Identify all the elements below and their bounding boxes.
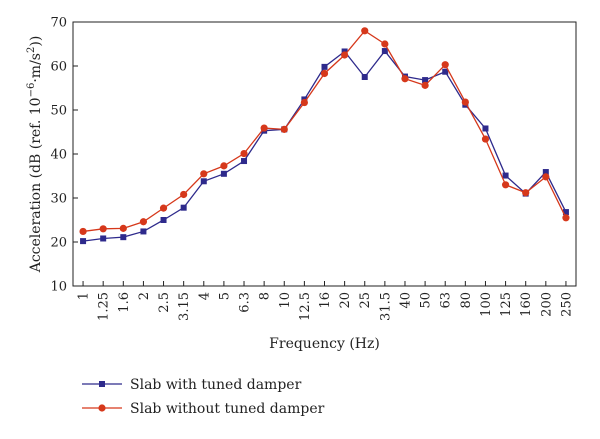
data-point — [79, 227, 87, 236]
y-axis-title-exponent: −6 — [26, 83, 37, 98]
x-tick-label: 125 — [499, 292, 514, 317]
y-tick-label: 40 — [50, 148, 67, 163]
data-point — [422, 77, 429, 84]
data-point — [482, 125, 489, 132]
legend: Slab with tuned damper Slab without tune… — [82, 377, 325, 417]
x-tick-label: 10 — [278, 292, 293, 309]
data-point — [220, 162, 228, 170]
y-axis: 10 20 30 40 50 60 70 — [50, 16, 78, 295]
x-tick-label: 1 — [77, 292, 92, 300]
x-tick-label: 100 — [479, 292, 494, 317]
legend-label-without-damper: Slab without tuned damper — [130, 401, 325, 417]
data-point — [501, 181, 510, 189]
data-point — [159, 204, 168, 212]
legend-entry-with-damper: Slab with tuned damper — [82, 377, 302, 393]
data-point — [542, 169, 549, 176]
y-axis-title-unit-exponent: 2 — [26, 47, 37, 53]
series-without-damper — [79, 27, 570, 236]
legend-marker-with-damper — [99, 381, 105, 387]
data-point — [180, 190, 188, 199]
x-tick-label: 2 — [137, 292, 152, 300]
legend-entry-without-damper: Slab without tuned damper — [82, 401, 325, 417]
x-tick-label: 80 — [459, 292, 474, 309]
x-tick-label: 200 — [539, 292, 554, 317]
y-axis-title: Acceleration (dB (ref. 10−6·m/s2)) — [26, 36, 44, 274]
data-point — [502, 172, 509, 179]
data-point — [562, 214, 570, 222]
data-point — [260, 124, 268, 132]
data-point — [241, 158, 248, 165]
x-tick-label: 6.3 — [238, 292, 253, 313]
x-tick-label: 3.15 — [177, 292, 192, 321]
x-tick-label: 25 — [358, 292, 373, 309]
series-line — [82, 49, 567, 242]
x-tick-label: 40 — [398, 292, 413, 309]
data-point — [240, 149, 248, 158]
data-point — [481, 135, 490, 143]
data-point — [140, 228, 147, 235]
x-axis: 1 1.25 1.6 2 2.5 3.15 4 5 6.3 8 10 12.5 16 20 25 31.5 40… — [77, 281, 574, 321]
data-point — [381, 48, 388, 55]
x-tick-label: 4 — [197, 292, 212, 300]
y-axis-title-prefix: Acceleration (dB (ref. 10 — [28, 97, 44, 273]
x-tick-label: 31.5 — [378, 292, 393, 321]
x-tick-label: 250 — [559, 292, 574, 317]
data-point — [160, 217, 167, 223]
data-point — [381, 40, 389, 48]
y-axis-title-unit: ·m/s — [28, 53, 44, 83]
x-axis-title: Frequency (Hz) — [269, 336, 380, 352]
data-point — [421, 81, 429, 89]
data-point — [99, 225, 107, 233]
data-point — [320, 69, 329, 78]
data-point — [441, 61, 449, 69]
data-point — [341, 51, 349, 59]
data-point — [542, 173, 550, 181]
x-tick-label: 50 — [419, 292, 434, 309]
x-tick-label: 1.6 — [117, 292, 132, 313]
x-tick-label: 12.5 — [298, 292, 313, 321]
x-tick-label: 8 — [258, 292, 273, 300]
data-point — [361, 74, 368, 80]
data-point — [522, 189, 530, 197]
data-point — [180, 204, 187, 211]
y-tick-label: 20 — [50, 236, 67, 251]
data-point — [200, 170, 208, 178]
data-point — [100, 235, 107, 242]
series-line — [82, 29, 567, 233]
legend-marker-without-damper — [98, 404, 106, 412]
x-tick-label: 160 — [519, 292, 534, 317]
data-point — [200, 178, 207, 185]
y-tick-label: 70 — [50, 16, 67, 31]
data-point — [119, 224, 127, 232]
data-point — [139, 218, 148, 226]
data-point — [461, 98, 469, 106]
y-tick-label: 10 — [50, 280, 67, 295]
x-tick-label: 63 — [439, 292, 454, 309]
legend-label-with-damper: Slab with tuned damper — [130, 377, 302, 393]
plot-frame — [72, 21, 577, 287]
data-point — [220, 170, 227, 177]
data-point — [401, 75, 409, 83]
data-point — [80, 238, 87, 245]
series-layer — [79, 27, 570, 245]
x-tick-label: 16 — [318, 292, 333, 309]
data-point — [280, 125, 288, 133]
data-point — [300, 98, 308, 107]
data-point — [562, 209, 569, 216]
y-axis-title-suffix: )) — [28, 36, 44, 47]
x-tick-label: 5 — [217, 292, 232, 300]
data-point — [361, 27, 369, 35]
data-point — [442, 68, 449, 75]
x-tick-label: 1.25 — [97, 292, 112, 321]
data-point — [120, 234, 127, 241]
y-tick-label: 30 — [50, 192, 67, 207]
y-tick-label: 60 — [50, 60, 67, 75]
x-tick-label: 2.5 — [157, 292, 172, 313]
data-point — [321, 63, 328, 70]
y-tick-label: 50 — [50, 104, 67, 119]
x-tick-label: 20 — [338, 292, 353, 309]
